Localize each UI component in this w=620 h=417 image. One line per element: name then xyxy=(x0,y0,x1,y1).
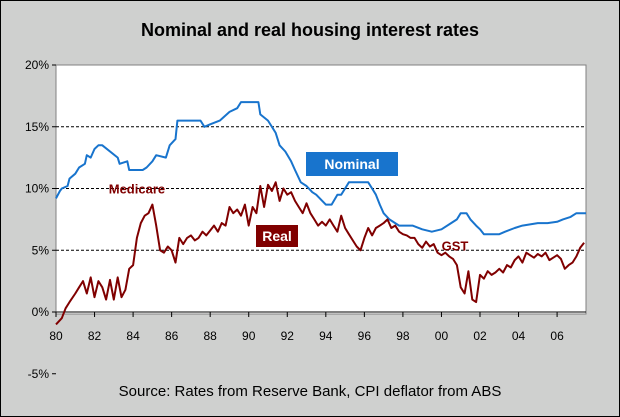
nominal-legend-box xyxy=(306,152,398,176)
x-tick-label: 90 xyxy=(242,329,256,343)
series-line-nominal xyxy=(55,101,586,236)
x-tick-label: 92 xyxy=(281,329,295,343)
annotation-gst: GST xyxy=(442,238,469,253)
y-tick-label: -5% xyxy=(28,367,50,381)
annotation-medicare: Medicare xyxy=(109,181,165,196)
x-tick-label: 86 xyxy=(165,329,179,343)
real-legend-label: Real xyxy=(262,228,292,244)
x-axis-ticks: 80 82 84 86 88 90 92 94 96 98 00 02 04 06 xyxy=(49,311,586,343)
chart-title: Nominal and real housing interest rates xyxy=(140,20,480,40)
real-legend-box xyxy=(256,225,298,247)
x-tick-label: 98 xyxy=(396,329,410,343)
plot-area xyxy=(55,64,587,315)
y-tick-label: 15% xyxy=(25,120,49,134)
y-tick-label: 20% xyxy=(25,58,49,72)
x-tick-label: 04 xyxy=(512,329,526,343)
x-tick-label: 82 xyxy=(88,329,102,343)
x-tick-label: 80 xyxy=(49,329,63,343)
x-tick-label: 84 xyxy=(126,329,140,343)
series-lines xyxy=(55,101,586,326)
x-tick-label: 96 xyxy=(358,329,372,343)
x-tick-label: 00 xyxy=(435,329,449,343)
y-tick-label: 0% xyxy=(32,305,50,319)
gridlines xyxy=(56,126,586,251)
series-line-real xyxy=(55,181,585,326)
x-tick-label: 94 xyxy=(319,329,333,343)
nominal-legend-label: Nominal xyxy=(324,156,379,172)
series-labels: Nominal Real Medicare GST xyxy=(109,152,469,253)
chart-source-note: Source: Rates from Reserve Bank, CPI def… xyxy=(118,383,502,400)
x-tick-label: 06 xyxy=(550,329,564,343)
y-tick-label: 10% xyxy=(25,182,49,196)
x-tick-label: 88 xyxy=(204,329,218,343)
y-axis-ticks: -5% 0% 5% 10% 15% 20% xyxy=(25,58,56,381)
x-tick-label: 02 xyxy=(473,329,487,343)
y-tick-label: 5% xyxy=(32,243,50,257)
